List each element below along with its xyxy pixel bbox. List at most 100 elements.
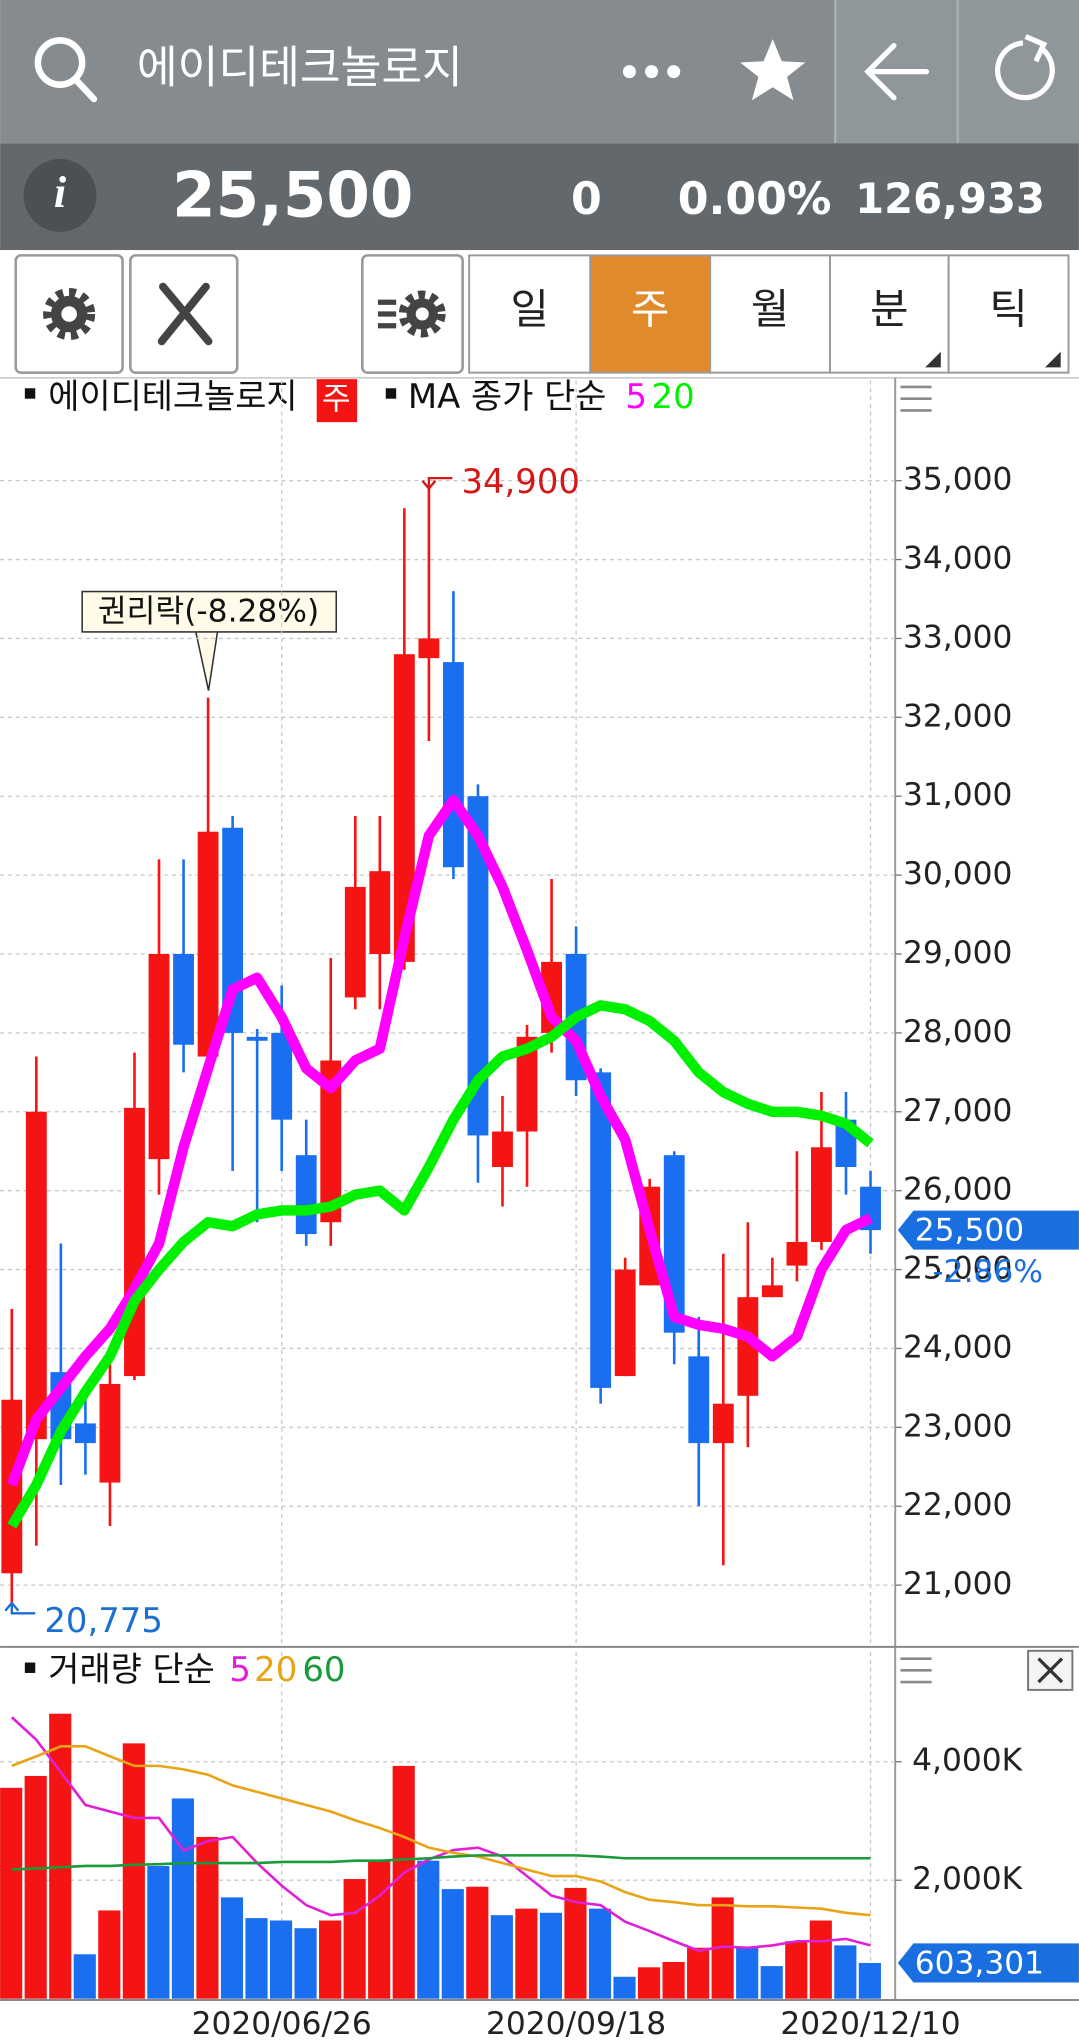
y-tick-label: 31,000 — [903, 777, 1012, 813]
volume-bar — [785, 1941, 808, 1999]
candle-body — [393, 654, 415, 962]
volume-ma-line — [11, 1745, 871, 1917]
volume-bar — [319, 1920, 342, 1999]
volume-bar — [858, 1962, 881, 1999]
gear-hole — [415, 307, 429, 321]
volume-bar — [417, 1860, 440, 1999]
tab-corner — [1045, 351, 1061, 368]
menu-icon[interactable] — [900, 1657, 932, 1684]
volume-ma-line — [11, 1854, 871, 1871]
tools-icon — [157, 282, 213, 346]
min-marker — [4, 1602, 36, 1615]
menu-icon[interactable] — [900, 385, 932, 412]
legend-period: 주 — [322, 381, 351, 417]
x-tick-label: 2020/06/26 — [192, 2006, 372, 2042]
gear-teeth — [398, 290, 446, 338]
legend-bullet — [24, 388, 36, 399]
favorite-icon[interactable] — [740, 39, 806, 101]
annotation-pointer — [194, 629, 219, 691]
arrow-head — [864, 42, 897, 101]
volume-bar — [24, 1775, 47, 1999]
volume-bar — [368, 1860, 391, 1999]
change: 0 — [571, 174, 602, 225]
search-icon[interactable] — [34, 37, 98, 103]
search-circle — [34, 37, 86, 88]
y-tick-label: 28,000 — [903, 1014, 1012, 1050]
last-volume-tag — [897, 1943, 1079, 1983]
refresh-icon[interactable] — [995, 34, 1055, 101]
candle-body — [688, 1356, 710, 1444]
volume-bar — [269, 1920, 293, 1999]
legend-name: 에이디테크놀로지 — [48, 377, 297, 416]
refresh-head — [1024, 34, 1048, 63]
volume-bar — [171, 1798, 194, 1999]
volume-bar — [122, 1743, 145, 1999]
volume-bar — [73, 1954, 96, 1999]
candle-body — [25, 1111, 47, 1440]
period-tab[interactable] — [589, 254, 712, 374]
volume-bar — [98, 1910, 121, 1999]
quote-bar — [0, 143, 1079, 251]
close-panel-button[interactable] — [1027, 1649, 1074, 1691]
more-icon[interactable] — [622, 65, 681, 79]
period-tab[interactable] — [947, 254, 1070, 374]
y-tick-label: 4,000K — [912, 1743, 1024, 1779]
candle-body — [737, 1297, 759, 1396]
y-tick-label: 22,000 — [903, 1487, 1012, 1523]
y-tick-label: 34,000 — [903, 541, 1012, 577]
close-x — [1037, 1657, 1064, 1684]
volume-bar — [736, 1946, 759, 1999]
volume-bar — [711, 1897, 734, 1999]
legend-series: 5 — [625, 377, 647, 416]
candle-body — [1, 1399, 23, 1574]
legend-series: 60 — [302, 1650, 345, 1689]
candle-body — [369, 871, 391, 954]
annotation-text: 권리락(-8.28%) — [98, 593, 319, 629]
volume-bar — [490, 1915, 513, 1999]
period-tab[interactable] — [709, 254, 832, 374]
y-tick-label: 26,000 — [903, 1172, 1012, 1208]
candle-body — [148, 953, 170, 1160]
last-price-label: 25,500 — [915, 1212, 1024, 1248]
max-marker — [421, 476, 453, 490]
y-tick-label: 30,000 — [903, 856, 1012, 892]
ma-line — [6, 794, 873, 1487]
period-tab[interactable] — [468, 254, 592, 374]
indicator-icon — [377, 290, 446, 338]
volume-bar — [588, 1908, 612, 1999]
y-tick-label: 33,000 — [903, 619, 1012, 655]
candle-body — [761, 1285, 783, 1298]
y-tick-label: 21,000 — [903, 1566, 1012, 1602]
last-volume-label: 603,301 — [915, 1945, 1044, 1981]
stock-title[interactable]: 에이디테크놀로지 — [137, 42, 463, 93]
dot — [645, 65, 659, 79]
y-tick-label: 23,000 — [903, 1408, 1012, 1444]
legend-ma: MA 종가 단순 — [408, 377, 607, 416]
dot — [622, 65, 636, 79]
volume-bar — [613, 1976, 636, 1999]
legend-series: 5 — [229, 1650, 251, 1689]
candle-body — [418, 638, 440, 659]
volume-bar — [809, 1920, 832, 1999]
back-icon[interactable] — [864, 42, 930, 101]
volume: 126,933 — [855, 174, 1045, 223]
volume-ma-line — [10, 1716, 871, 1953]
volume-bar — [760, 1966, 783, 1999]
annotation-box — [81, 590, 338, 633]
candle-body — [271, 1032, 293, 1120]
period-badge — [316, 379, 358, 423]
plot: 21,000 22,000 23,000 24,000 25,000 26,000 27,0… — [0, 377, 1079, 2042]
info-button[interactable] — [23, 158, 97, 232]
candle-body — [516, 1036, 538, 1132]
y-tick-label: 27,000 — [903, 1093, 1012, 1129]
y-tick-label: 2,000K — [912, 1861, 1024, 1897]
gear-teeth — [43, 287, 96, 341]
candle-body — [295, 1155, 317, 1235]
period-tab[interactable] — [829, 254, 950, 374]
volume-bar — [515, 1908, 538, 1999]
candle-body — [712, 1403, 734, 1444]
candle-body — [124, 1107, 145, 1377]
volume-bar — [147, 1865, 170, 1999]
